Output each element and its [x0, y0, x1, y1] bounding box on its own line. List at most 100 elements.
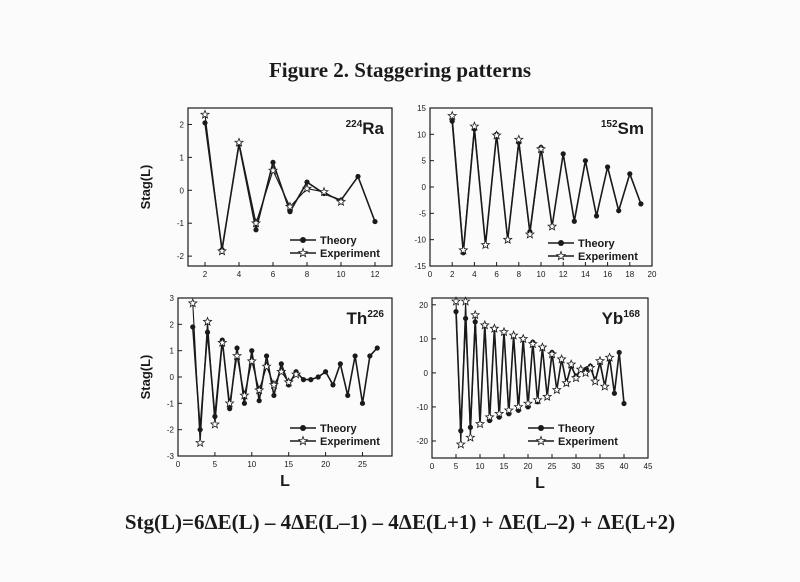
x-tick-label: 5 — [213, 460, 218, 469]
y-tick-label: 10 — [419, 335, 428, 344]
series-line-theory — [204, 122, 376, 250]
theory-point — [611, 390, 618, 396]
y-tick-label: 15 — [417, 104, 426, 113]
x-tick-label: 18 — [625, 270, 634, 279]
theory-point — [300, 377, 307, 383]
y-tick-label: 2 — [170, 320, 175, 329]
plot-frame — [187, 107, 393, 267]
experiment-point — [239, 390, 250, 400]
theory-point — [253, 227, 259, 233]
experiment-point — [489, 323, 500, 333]
y-tick-label: -5 — [419, 209, 427, 218]
theory-point — [463, 315, 469, 322]
experiment-point — [546, 348, 558, 359]
experiment-point — [283, 376, 294, 387]
legend-label: Theory — [578, 238, 616, 250]
nucleus-symbol: Ra — [362, 119, 384, 138]
y-tick-label: -1 — [167, 399, 175, 408]
experiment-point — [585, 362, 596, 373]
experiment-point — [474, 418, 486, 429]
y-tick-label: 1 — [180, 153, 185, 162]
x-tick-label: 2 — [450, 270, 455, 279]
nucleus-label: 152Sm — [601, 119, 644, 138]
experiment-point — [503, 405, 514, 415]
experiment-point — [469, 121, 480, 131]
experiment-point — [233, 137, 245, 147]
experiment-point — [494, 408, 505, 419]
x-tick-label: 45 — [644, 462, 653, 471]
y-tick-label: 10 — [417, 130, 426, 139]
theory-point — [241, 400, 248, 406]
y-tick-label: -2 — [167, 426, 175, 435]
legend-star-icon — [297, 435, 309, 446]
legend-label: Theory — [320, 235, 358, 247]
x-tick-label: 35 — [596, 462, 605, 471]
y-tick-label: -10 — [414, 236, 426, 245]
experiment-point — [513, 134, 524, 144]
experiment-point — [537, 342, 548, 352]
plot-frame — [431, 297, 649, 459]
experiment-point — [460, 296, 471, 306]
x-tick-label: 12 — [371, 270, 380, 279]
theory-point — [616, 208, 622, 214]
y-tick-label: 20 — [419, 301, 428, 310]
x-tick-label: 20 — [321, 460, 330, 469]
experiment-point — [450, 296, 462, 306]
theory-point — [605, 164, 611, 170]
experiment-point — [527, 338, 538, 349]
legend-star-icon — [535, 435, 547, 446]
experiment-point — [561, 377, 572, 388]
experiment-point — [217, 337, 228, 348]
theory-point — [355, 173, 361, 180]
theory-point — [197, 427, 203, 433]
y-tick-label: -20 — [416, 437, 428, 446]
experiment-point — [547, 221, 558, 231]
theory-point — [616, 349, 622, 356]
y-tick-label: -2 — [177, 252, 185, 261]
x-tick-label: 25 — [358, 460, 367, 469]
x-tick-label: 30 — [572, 462, 581, 471]
nucleus-symbol: Sm — [618, 119, 644, 138]
theory-point — [234, 345, 240, 351]
nucleus-label: 224Ra — [346, 119, 385, 138]
experiment-point — [551, 384, 562, 395]
nucleus-mass: 152 — [601, 119, 618, 130]
experiment-point — [267, 165, 279, 175]
y-tick-label: 0 — [180, 186, 185, 195]
experiment-point — [556, 354, 567, 364]
chart-panel-sm: 0 2 4 6 8 10 12 14 16 18 20 -15 -10 -5 0 5 10 15 152Sm Theo… — [414, 104, 657, 279]
x-tick-label: 4 — [237, 270, 242, 279]
x-tick-label: 40 — [620, 462, 629, 471]
chart-panel-th: 0 5 10 15 20 25 -3 -2 -1 0 1 2 3 Stag(L) L Th226 TheoryE… — [138, 294, 393, 490]
theory-point — [315, 374, 321, 380]
x-tick-label: 20 — [648, 270, 657, 279]
experiment-point — [216, 245, 228, 256]
staggering-formula: Stg(L)=6ΔE(L) – 4ΔE(L–1) – 4ΔE(L+1) + ΔE… — [124, 510, 676, 534]
experiment-point — [524, 229, 535, 239]
chart-panel-yb: 0 5 10 15 20 25 30 35 40 45-20-1001020LYb168Theor… — [416, 296, 653, 492]
legend-circle-icon — [300, 237, 306, 243]
experiment-point — [532, 394, 543, 405]
theory-point — [304, 179, 310, 185]
y-tick-label: -1 — [177, 219, 185, 228]
theory-point — [322, 369, 329, 375]
y-tick-label: 2 — [180, 120, 185, 129]
experiment-point — [447, 110, 458, 121]
x-tick-label: 0 — [430, 462, 435, 471]
experiment-point — [594, 355, 606, 366]
theory-point — [372, 218, 378, 225]
theory-point — [202, 120, 208, 126]
experiment-point — [231, 350, 243, 361]
y-axis-label: Stag(L) — [138, 165, 153, 210]
theory-point — [593, 213, 600, 219]
experiment-point — [335, 196, 347, 207]
experiment-point — [455, 439, 466, 449]
nucleus-label: Th226 — [347, 309, 385, 328]
theory-point — [638, 201, 644, 207]
experiment-point — [535, 143, 547, 154]
nucleus-mass: 224 — [346, 119, 363, 130]
experiment-point — [508, 330, 519, 340]
experiment-point — [246, 355, 257, 366]
